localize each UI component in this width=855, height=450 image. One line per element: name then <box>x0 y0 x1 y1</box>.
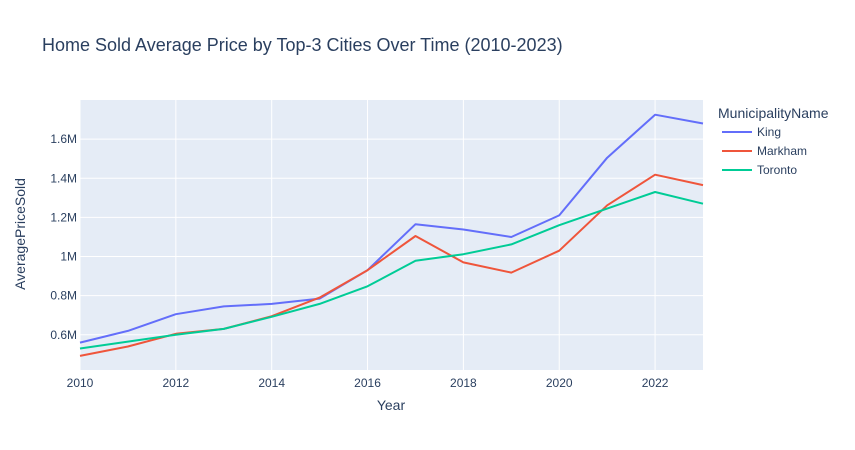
y-tick-label: 1.2M <box>50 210 77 224</box>
y-tick-label: 1.4M <box>50 171 77 185</box>
legend-label: Markham <box>757 144 807 158</box>
series-lines <box>79 113 704 357</box>
legend: MunicipalityName King Markham Toronto <box>718 105 829 177</box>
x-tick-label: 2022 <box>642 376 669 390</box>
y-tick-label: 1M <box>60 250 77 264</box>
legend-label: Toronto <box>757 163 797 177</box>
legend-item-markham[interactable]: Markham <box>722 144 807 158</box>
legend-label: King <box>757 125 781 139</box>
x-tick-label: 2020 <box>546 376 573 390</box>
legend-item-toronto[interactable]: Toronto <box>722 163 797 177</box>
legend-item-king[interactable]: King <box>722 125 781 139</box>
legend-title: MunicipalityName <box>718 105 829 121</box>
series-line-toronto <box>79 191 704 350</box>
series-line-king <box>79 113 704 344</box>
y-tick-label: 1.6M <box>50 132 77 146</box>
x-tick-label: 2016 <box>354 376 381 390</box>
y-axis-title: AveragePriceSold <box>12 178 28 290</box>
x-axis-title: Year <box>377 397 406 413</box>
x-tick-label: 2012 <box>162 376 189 390</box>
y-tick-label: 0.6M <box>50 328 77 342</box>
x-tick-label: 2014 <box>258 376 285 390</box>
x-axis: 2010 2012 2014 2016 2018 2020 2022 <box>67 376 669 390</box>
grid-lines <box>79 100 703 370</box>
x-tick-label: 2018 <box>450 376 477 390</box>
plot-area <box>80 100 703 370</box>
y-tick-label: 0.8M <box>50 289 77 303</box>
x-tick-label: 2010 <box>67 376 94 390</box>
y-axis: 0.6M 0.8M 1M 1.2M 1.4M 1.6M <box>50 132 77 342</box>
chart-title: Home Sold Average Price by Top-3 Cities … <box>42 35 563 55</box>
